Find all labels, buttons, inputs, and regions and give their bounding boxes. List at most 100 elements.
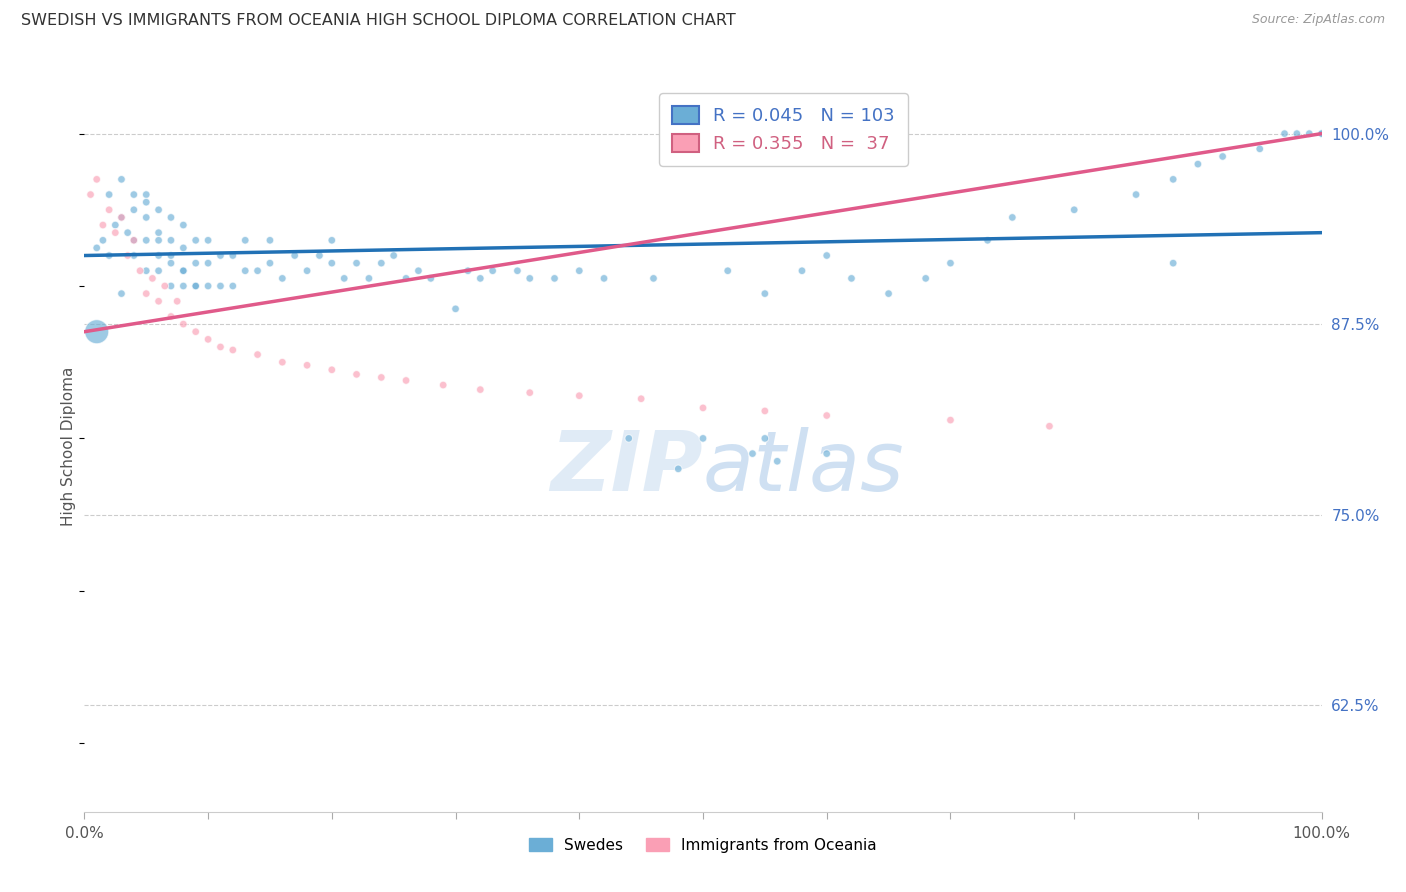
Point — [543, 271, 565, 285]
Point — [160, 256, 183, 270]
Point — [939, 413, 962, 427]
Point — [135, 187, 157, 202]
Point — [284, 248, 307, 262]
Point — [617, 431, 640, 445]
Point — [110, 211, 132, 225]
Point — [122, 202, 145, 217]
Point — [197, 332, 219, 346]
Point — [976, 233, 998, 247]
Point — [259, 233, 281, 247]
Point — [914, 271, 936, 285]
Point — [135, 286, 157, 301]
Point — [1298, 127, 1320, 141]
Point — [148, 202, 170, 217]
Point — [630, 392, 652, 406]
Point — [741, 447, 763, 461]
Point — [184, 325, 207, 339]
Point — [110, 286, 132, 301]
Text: Source: ZipAtlas.com: Source: ZipAtlas.com — [1251, 13, 1385, 27]
Point — [184, 279, 207, 293]
Point — [122, 248, 145, 262]
Point — [172, 264, 194, 278]
Point — [408, 264, 430, 278]
Point — [1001, 211, 1024, 225]
Point — [481, 264, 503, 278]
Text: SWEDISH VS IMMIGRANTS FROM OCEANIA HIGH SCHOOL DIPLOMA CORRELATION CHART: SWEDISH VS IMMIGRANTS FROM OCEANIA HIGH … — [21, 13, 735, 29]
Point — [717, 264, 740, 278]
Point — [104, 226, 127, 240]
Point — [321, 363, 343, 377]
Point — [184, 256, 207, 270]
Point — [1125, 187, 1147, 202]
Point — [91, 218, 114, 232]
Point — [166, 294, 188, 309]
Point — [172, 264, 194, 278]
Point — [815, 447, 838, 461]
Point — [593, 271, 616, 285]
Point — [98, 187, 121, 202]
Point — [129, 264, 152, 278]
Point — [877, 286, 900, 301]
Point — [766, 454, 789, 468]
Point — [86, 172, 108, 186]
Point — [148, 264, 170, 278]
Point — [790, 264, 813, 278]
Point — [419, 271, 441, 285]
Point — [209, 340, 232, 354]
Point — [172, 241, 194, 255]
Point — [172, 279, 194, 293]
Point — [643, 271, 665, 285]
Point — [148, 233, 170, 247]
Point — [160, 233, 183, 247]
Point — [1274, 127, 1296, 141]
Point — [222, 248, 245, 262]
Point — [308, 248, 330, 262]
Point — [432, 378, 454, 392]
Point — [117, 248, 139, 262]
Point — [382, 248, 405, 262]
Point — [692, 401, 714, 415]
Point — [357, 271, 380, 285]
Point — [98, 248, 121, 262]
Point — [271, 271, 294, 285]
Point — [91, 233, 114, 247]
Point — [197, 256, 219, 270]
Point — [110, 172, 132, 186]
Point — [1310, 127, 1333, 141]
Point — [754, 404, 776, 418]
Point — [122, 233, 145, 247]
Point — [259, 256, 281, 270]
Point — [754, 431, 776, 445]
Point — [519, 385, 541, 400]
Point — [246, 348, 269, 362]
Point — [122, 233, 145, 247]
Point — [86, 241, 108, 255]
Point — [160, 310, 183, 324]
Point — [160, 248, 183, 262]
Point — [98, 202, 121, 217]
Point — [148, 248, 170, 262]
Text: atlas: atlas — [703, 427, 904, 508]
Point — [197, 279, 219, 293]
Point — [1285, 127, 1308, 141]
Point — [370, 370, 392, 384]
Point — [568, 389, 591, 403]
Point — [321, 233, 343, 247]
Point — [841, 271, 863, 285]
Point — [172, 218, 194, 232]
Point — [346, 256, 368, 270]
Point — [135, 195, 157, 210]
Point — [153, 279, 176, 293]
Point — [1063, 202, 1085, 217]
Point — [222, 343, 245, 357]
Point — [321, 256, 343, 270]
Point — [1212, 149, 1234, 163]
Point — [222, 279, 245, 293]
Point — [135, 211, 157, 225]
Point — [692, 431, 714, 445]
Y-axis label: High School Diploma: High School Diploma — [60, 367, 76, 525]
Point — [1038, 419, 1060, 434]
Point — [519, 271, 541, 285]
Point — [160, 279, 183, 293]
Legend: Swedes, Immigrants from Oceania: Swedes, Immigrants from Oceania — [523, 831, 883, 859]
